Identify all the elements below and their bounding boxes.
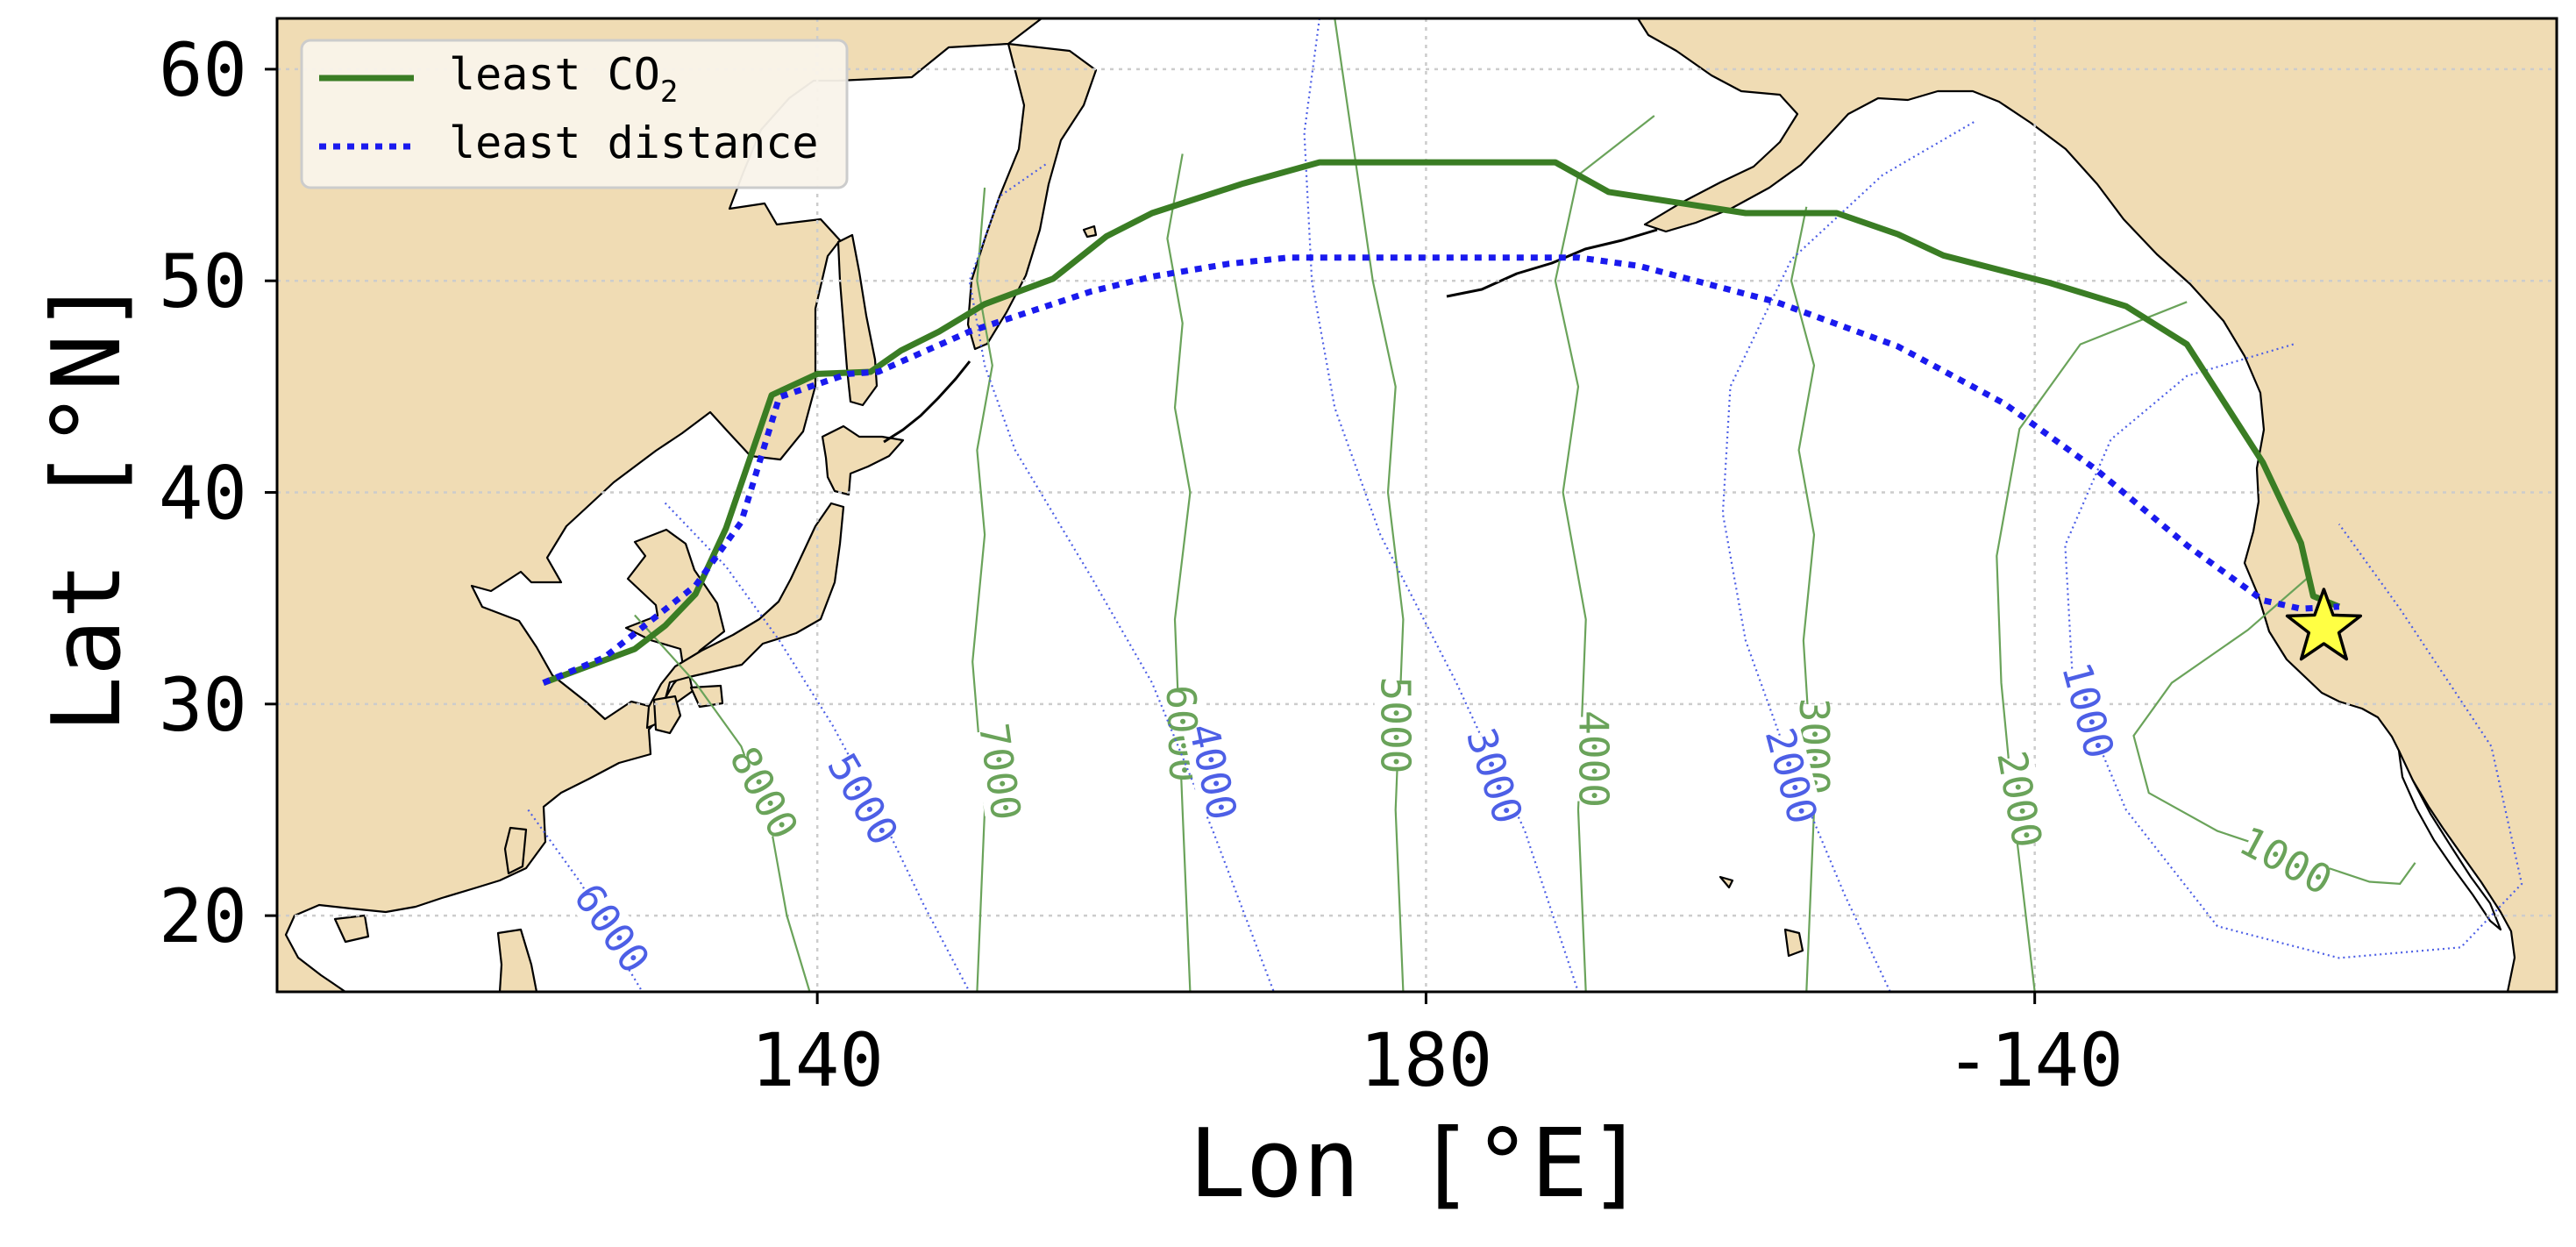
contour-label-bg [2238, 822, 2333, 900]
land-kyushu [652, 695, 682, 735]
land-hainan [333, 914, 370, 944]
contour-co2-5000 [1334, 18, 1405, 992]
y-tick-label-20: 20 [159, 873, 247, 959]
legend-label-co2: least CO2 [449, 49, 678, 110]
land-luzon [496, 928, 538, 992]
contour-distance-4000 [968, 163, 1275, 992]
contour-label-bg [1461, 729, 1528, 823]
y-axis-label: Lat [°N] [32, 277, 142, 733]
land-aleutian-chain [1446, 228, 1658, 298]
contour-label-bg [1572, 716, 1615, 802]
contour-label-bg [972, 727, 1027, 816]
contour-label-bg [823, 752, 903, 846]
route-layer [542, 159, 2341, 686]
land-baja-california [2397, 749, 2502, 931]
legend-box [300, 39, 849, 189]
land-layer [277, 18, 2557, 992]
axis-ticks: 140 180 -140 20 30 40 50 60 [159, 27, 2124, 1103]
y-tick-label-40: 40 [159, 451, 247, 537]
contour-co2-6000 [1166, 153, 1192, 992]
x-tick-label-180: 180 [1360, 1017, 1493, 1103]
land-hokkaido [821, 424, 905, 496]
contour-distance-5000 [664, 502, 971, 992]
y-tick-label-60: 60 [159, 27, 247, 113]
land-commander-islands [1082, 224, 1098, 239]
contour-label-bg [1374, 682, 1417, 767]
contour-label-bg [725, 745, 803, 840]
grid-lines [277, 18, 2557, 992]
contour-label-bg [1760, 730, 1823, 823]
land-hawaii-small [1719, 875, 1734, 889]
land-north-america [1636, 18, 2557, 992]
land-shikoku [689, 684, 724, 709]
contour-label-bg [2056, 664, 2120, 757]
land-sakhalin [836, 233, 879, 407]
land-hawaii [1783, 928, 1804, 958]
contour-co2-1000 [2132, 576, 2416, 886]
contour-distance-1000 [2064, 343, 2523, 959]
x-axis-label: Lon [°E] [1189, 1109, 1645, 1219]
land-taiwan [503, 826, 528, 875]
plot-frame [275, 17, 2558, 994]
marker-layer [2285, 588, 2363, 661]
x-tick-label-140: 140 [751, 1017, 884, 1103]
route-least-co2 [542, 159, 2341, 686]
land-kuril-chain [883, 360, 971, 444]
y-tick-label-50: 50 [159, 239, 247, 324]
x-tick-label--140: -140 [1946, 1017, 2124, 1103]
contour-label-bg [570, 881, 654, 975]
contour-distance-2000 [1721, 121, 1975, 992]
contour-label-co2-4000: 4000 [1569, 710, 1617, 808]
contour-label-bg [1183, 726, 1242, 817]
destination-star-icon [2285, 588, 2363, 661]
legend-label-distance: least distance [449, 118, 818, 168]
legend: least CO2 least distance [300, 39, 849, 189]
y-tick-label-30: 30 [159, 662, 247, 748]
contour-label-co2-5000: 5000 [1372, 677, 1420, 774]
contour-label-bg [1991, 753, 2048, 844]
land-kamchatka [966, 42, 1098, 351]
